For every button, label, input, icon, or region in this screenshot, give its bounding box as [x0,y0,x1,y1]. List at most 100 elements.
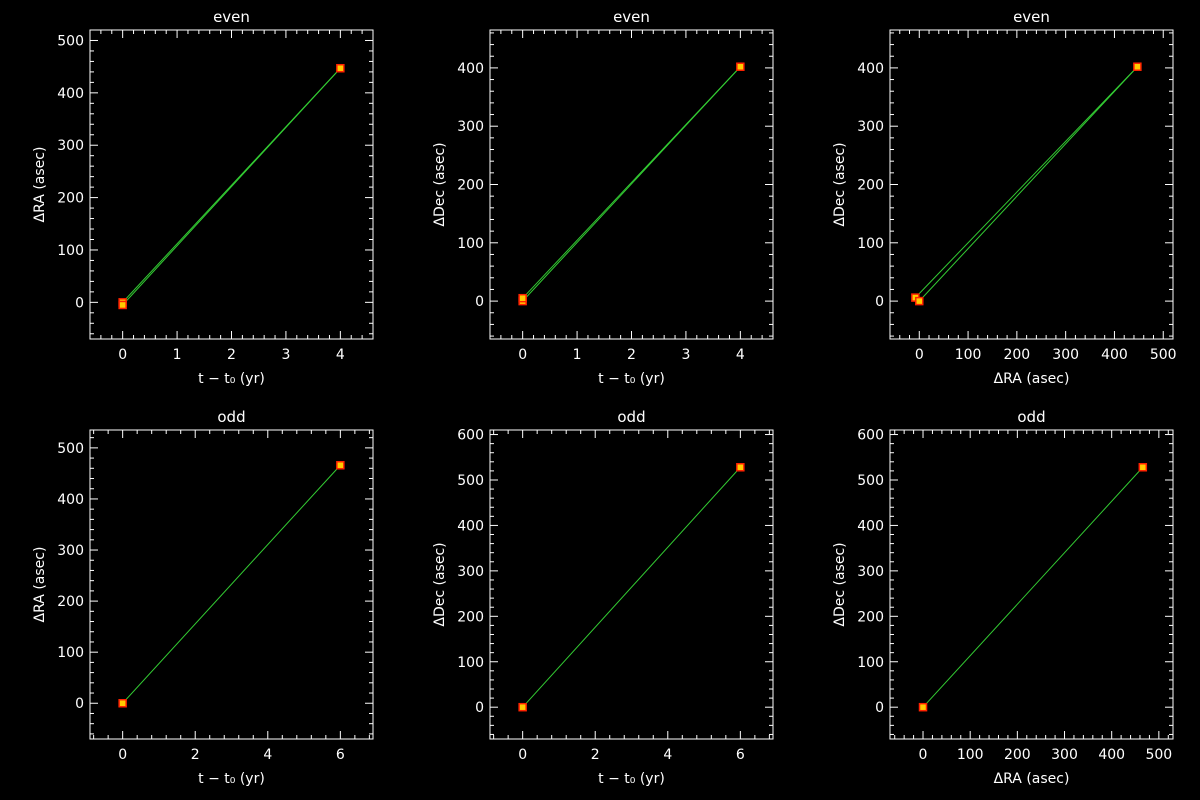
y-tick-label: 200 [857,609,884,625]
x-tick-label: 4 [263,747,272,763]
chart-title: even [213,8,250,26]
model-line [122,464,341,704]
plot-frame [89,29,374,340]
y-tick-label: 100 [57,645,84,661]
x-tick-label: 0 [919,747,928,763]
data-point [736,62,745,71]
panel-6: 0 100 200 300 400 500 0 100 200 300 400 500 600 odd ΔR… [832,408,1174,787]
y-tick-label: 300 [457,119,484,135]
chart-title: even [613,8,650,26]
panel-1: 0 1 2 3 4 0 100 200 300 400 500 even t − t₀ (yr) ΔRA … [32,8,374,387]
x-tick-label: 2 [627,347,636,363]
y-tick-label: 100 [857,655,884,671]
y-tick-label: 400 [57,86,84,102]
x-tick-label: 2 [191,747,200,763]
x-tick-label: 0 [518,747,527,763]
x-tick-label: 300 [1052,347,1079,363]
x-axis-label: t − t₀ (yr) [198,371,265,387]
plot-frame [489,429,774,740]
model-line [918,66,1138,302]
y-tick-label: 300 [457,564,484,580]
x-tick-label: 200 [1004,747,1031,763]
data-point [118,698,127,708]
model-line [522,466,741,708]
data-point [336,63,345,73]
plot-frame [89,429,374,740]
x-tick-label: 0 [915,347,924,363]
x-tick-label: 2 [227,347,236,363]
x-axis-label: t − t₀ (yr) [198,771,265,787]
y-tick-label: 400 [57,492,84,508]
x-axis-label: t − t₀ (yr) [598,371,665,387]
chart-title: odd [617,408,645,426]
y-tick-label: 100 [857,236,884,252]
model-line [915,66,1138,298]
y-tick-label: 200 [57,191,84,207]
data-point [1133,62,1142,71]
y-tick-label: 500 [857,473,884,489]
x-axis-label: t − t₀ (yr) [598,771,665,787]
y-tick-label: 600 [857,428,884,444]
y-tick-label: 200 [457,178,484,194]
x-tick-label: 3 [281,347,290,363]
y-tick-label: 0 [475,294,484,310]
x-tick-label: 4 [336,347,345,363]
plot-frame [889,29,1174,340]
y-tick-label: 400 [857,518,884,534]
x-tick-label: 500 [1150,347,1177,363]
panel-2: 0 1 2 3 4 0 100 200 300 400 even t − t₀ (yr) ΔDec (a… [432,8,774,387]
y-tick-label: 500 [57,441,84,457]
x-tick-label: 500 [1145,747,1172,763]
y-axis-label: ΔDec (asec) [432,542,448,626]
y-tick-label: 400 [457,61,484,77]
x-tick-label: 2 [591,747,600,763]
x-tick-label: 3 [681,347,690,363]
y-tick-label: 500 [457,473,484,489]
x-tick-label: 300 [1051,747,1078,763]
x-tick-label: 400 [1098,747,1125,763]
data-point [518,702,527,712]
plot-frame [889,429,1174,740]
x-tick-label: 200 [1003,347,1030,363]
chart-title: even [1013,8,1050,26]
y-tick-label: 300 [857,564,884,580]
y-tick-label: 0 [475,700,484,716]
y-tick-label: 300 [57,138,84,154]
y-tick-label: 200 [457,609,484,625]
data-point [518,293,527,303]
x-tick-label: 100 [957,747,984,763]
model-line [122,67,341,303]
x-tick-label: 0 [518,347,527,363]
data-point [336,460,345,470]
y-axis-label: ΔDec (asec) [432,142,448,226]
chart-title: odd [1017,408,1045,426]
y-tick-label: 200 [857,178,884,194]
x-tick-label: 1 [173,347,182,363]
y-tick-label: 300 [57,543,84,559]
panel-4: 0 2 4 6 0 100 200 300 400 500 odd t − t₀ (yr) ΔRA (a… [32,408,374,787]
y-tick-label: 0 [75,295,84,311]
data-point [736,463,745,472]
y-axis-label: ΔDec (asec) [832,142,848,226]
x-tick-label: 4 [663,747,672,763]
x-tick-label: 1 [573,347,582,363]
y-tick-label: 0 [875,294,884,310]
chart-title: odd [217,408,245,426]
x-tick-label: 400 [1101,347,1128,363]
y-axis-label: ΔDec (asec) [832,542,848,626]
x-axis-label: ΔRA (asec) [994,371,1070,387]
y-axis-label: ΔRA (asec) [32,147,48,223]
data-point [118,300,127,310]
data-point [915,296,924,306]
y-tick-label: 500 [57,33,84,49]
data-point [918,702,928,712]
y-axis-label: ΔRA (asec) [32,547,48,623]
panel-3: 0 100 200 300 400 500 0 100 200 300 400 even ΔRA (as… [832,8,1177,387]
data-point [1138,463,1148,472]
x-tick-label: 0 [118,747,127,763]
y-tick-label: 0 [875,700,884,716]
x-tick-label: 100 [955,347,982,363]
y-tick-label: 100 [57,243,84,259]
y-tick-label: 400 [457,518,484,534]
